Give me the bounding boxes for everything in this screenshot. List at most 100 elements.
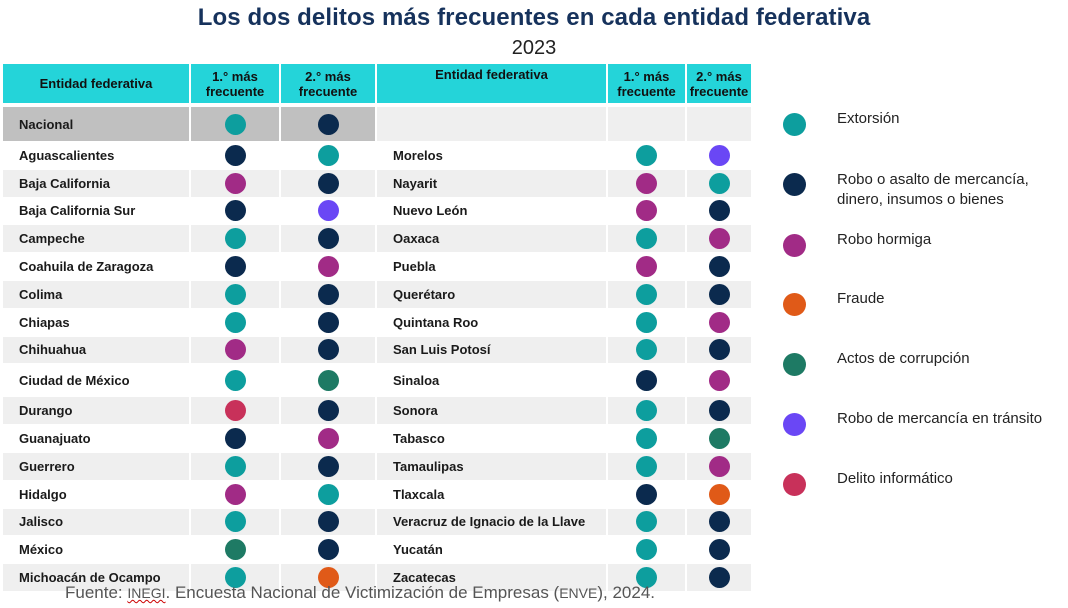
- entity-name: Nuevo León: [377, 197, 608, 226]
- table-row: Michoacán de Ocampo Zacatecas: [3, 564, 753, 592]
- first-crime-dot: [636, 311, 657, 333]
- first-crime-dot-cell: [191, 253, 281, 281]
- first-crime-dot: [224, 200, 246, 222]
- legend-label-line: Robo hormiga: [837, 231, 932, 248]
- first-crime-dot-cell: [191, 564, 281, 592]
- legend-label: Delito informático: [837, 469, 953, 489]
- entity-name: Yucatán: [377, 536, 608, 565]
- first-crime-dot-cell: [191, 452, 281, 481]
- entity-name: Jalisco: [3, 508, 191, 537]
- header-first-left: 1.° más frecuente: [191, 64, 281, 103]
- second-crime-dot-cell: [281, 564, 377, 592]
- second-crime-dot: [317, 400, 339, 422]
- first-crime-dot: [636, 200, 657, 222]
- second-crime-dot-cell: [687, 536, 753, 565]
- first-crime-dot: [636, 172, 657, 194]
- entity-name: Michoacán de Ocampo: [3, 564, 191, 592]
- legend-swatch: [783, 173, 806, 196]
- entity-name: México: [3, 536, 191, 565]
- second-crime-dot-cell: [281, 169, 377, 198]
- first-crime-dot: [224, 256, 246, 278]
- table-row: Campeche Oaxaca: [3, 225, 753, 254]
- entity-name: Ciudad de México: [3, 364, 191, 398]
- legend-label-line: Fraude: [837, 290, 885, 307]
- legend-label-line: Delito informático: [837, 470, 953, 487]
- second-crime-dot: [708, 144, 730, 166]
- second-crime-dot-cell: [281, 336, 377, 365]
- table-row: Ciudad de México Sinaloa: [3, 364, 753, 398]
- second-crime-dot-cell: [281, 280, 377, 309]
- second-crime-dot: [317, 172, 339, 194]
- chart-title: Los dos delitos más frecuentes en cada e…: [197, 4, 871, 31]
- first-crime-dot-cell: [608, 536, 687, 565]
- first-crime-dot: [224, 144, 246, 166]
- entity-name: Querétaro: [377, 280, 608, 309]
- first-crime-dot: [224, 539, 246, 561]
- second-crime-dot: [317, 200, 339, 222]
- entity-name: Oaxaca: [377, 225, 608, 254]
- entity-name: Veracruz de Ignacio de la Llave: [377, 508, 608, 537]
- legend-label: Fraude: [837, 289, 885, 309]
- second-crime-dot-cell: [281, 142, 377, 170]
- entity-name: Baja California: [3, 169, 191, 198]
- header-second-left: 2.° más frecuente: [281, 64, 377, 103]
- legend-label: Robo o asalto de mercancía, dinero, insum…: [837, 170, 1029, 210]
- blank-cell: [377, 107, 608, 142]
- entity-name: Nayarit: [377, 169, 608, 198]
- second-crime-dot-cell: [687, 364, 753, 398]
- second-crime-dot: [317, 311, 339, 333]
- second-crime-dot: [317, 455, 339, 477]
- source-middle: . Encuesta Nacional de Victimización de …: [165, 583, 560, 602]
- spacer-cell: [687, 103, 753, 107]
- first-crime-dot-cell: [191, 197, 281, 226]
- second-crime-dot-cell: [687, 336, 753, 365]
- second-crime-dot: [317, 511, 339, 533]
- first-crime-dot-cell: [191, 308, 281, 337]
- legend-swatch: [783, 293, 806, 316]
- first-crime-dot-cell: [608, 308, 687, 337]
- first-crime-dot: [224, 483, 246, 505]
- first-crime-dot-cell: [608, 397, 687, 426]
- first-crime-dot: [224, 283, 246, 305]
- first-crime-dot-cell: [608, 480, 687, 509]
- first-crime-dot: [636, 567, 657, 589]
- first-crime-dot: [636, 339, 657, 361]
- first-crime-dot: [636, 369, 657, 391]
- second-crime-dot-cell: [281, 364, 377, 398]
- table-row: Colima Querétaro: [3, 280, 753, 309]
- second-crime-dot: [708, 228, 730, 250]
- first-crime-dot: [636, 283, 657, 305]
- entity-name: San Luis Potosí: [377, 336, 608, 365]
- entity-name: Puebla: [377, 253, 608, 281]
- first-crime-dot: [224, 369, 246, 391]
- table-row: México Yucatán: [3, 536, 753, 565]
- first-crime-dot-cell: [191, 480, 281, 509]
- second-crime-dot: [317, 283, 339, 305]
- source-inegi: INEGI: [127, 585, 166, 601]
- second-crime-dot: [708, 539, 730, 561]
- entity-name: Chihuahua: [3, 336, 191, 365]
- table-row: Hidalgo Tlaxcala: [3, 480, 753, 509]
- second-crime-dot: [708, 511, 730, 533]
- entity-name: Tlaxcala: [377, 480, 608, 509]
- blank-cell: [687, 107, 753, 142]
- source-suffix: ), 2024.: [597, 583, 655, 602]
- second-crime-dot-cell: [687, 308, 753, 337]
- entity-name: Sinaloa: [377, 364, 608, 398]
- second-crime-dot-cell: [281, 253, 377, 281]
- first-crime-dot: [224, 311, 246, 333]
- table-header-row: Entidad federativa 1.° más frecuente 2.°…: [3, 64, 753, 103]
- second-crime-dot-cell: [687, 564, 753, 592]
- legend-label: Extorsión: [837, 109, 900, 129]
- legend-swatch: [783, 413, 806, 436]
- first-crime-dot: [224, 455, 246, 477]
- legend-label: Robo hormiga: [837, 230, 931, 250]
- second-crime-dot: [317, 539, 339, 561]
- second-crime-dot-cell: [281, 225, 377, 254]
- national-first-dot-cell: [191, 107, 281, 142]
- header-entity-left: Entidad federativa: [3, 64, 191, 103]
- second-crime-dot-cell: [687, 508, 753, 537]
- national-second-dot-cell: [281, 107, 377, 142]
- second-crime-dot: [317, 228, 339, 250]
- table-row: Chiapas Quintana Roo: [3, 308, 753, 337]
